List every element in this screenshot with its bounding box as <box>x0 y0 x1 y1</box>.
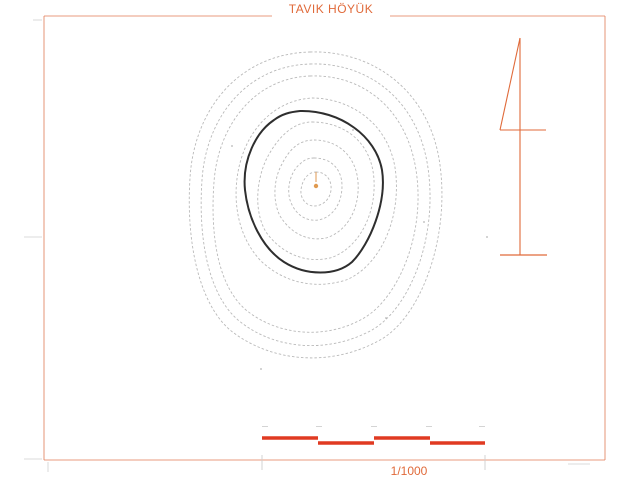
contour-line <box>188 51 443 359</box>
contour-line <box>300 171 332 207</box>
map-title: TAVIK HÖYÜK <box>289 2 373 16</box>
scale-bar-tick-mark <box>371 426 377 427</box>
north-arrow-head-left <box>499 37 521 131</box>
index-contour-line <box>243 109 384 274</box>
scale-bar-tick-mark <box>479 426 485 427</box>
summit-marker-icon <box>313 172 319 189</box>
survey-point <box>231 145 233 147</box>
contour-line <box>200 63 431 346</box>
scale-bar-tick-marks <box>262 426 485 427</box>
survey-point <box>385 317 387 319</box>
map-frame <box>43 15 606 461</box>
scale-bar-tick-mark <box>316 426 322 427</box>
contour-line <box>212 75 419 333</box>
contour-lines <box>188 51 443 359</box>
summit-marker-dot <box>313 183 319 189</box>
survey-points <box>231 129 488 370</box>
survey-point <box>352 129 354 131</box>
north-arrow-icon <box>499 37 547 256</box>
survey-point <box>423 221 425 223</box>
scale-bar-tick-mark <box>426 426 432 427</box>
grid-ticks <box>24 19 590 472</box>
scale-label: 1/1000 <box>391 464 428 478</box>
scale-bar-tick-mark <box>262 426 268 427</box>
scale-bar-segments <box>262 436 485 445</box>
contour-line <box>288 157 343 221</box>
scale-bar: 1/1000 <box>261 426 486 478</box>
contour-line <box>235 97 397 285</box>
contour-line <box>257 121 375 260</box>
survey-point <box>486 236 488 238</box>
contour-line <box>274 139 359 240</box>
survey-point <box>260 368 262 370</box>
